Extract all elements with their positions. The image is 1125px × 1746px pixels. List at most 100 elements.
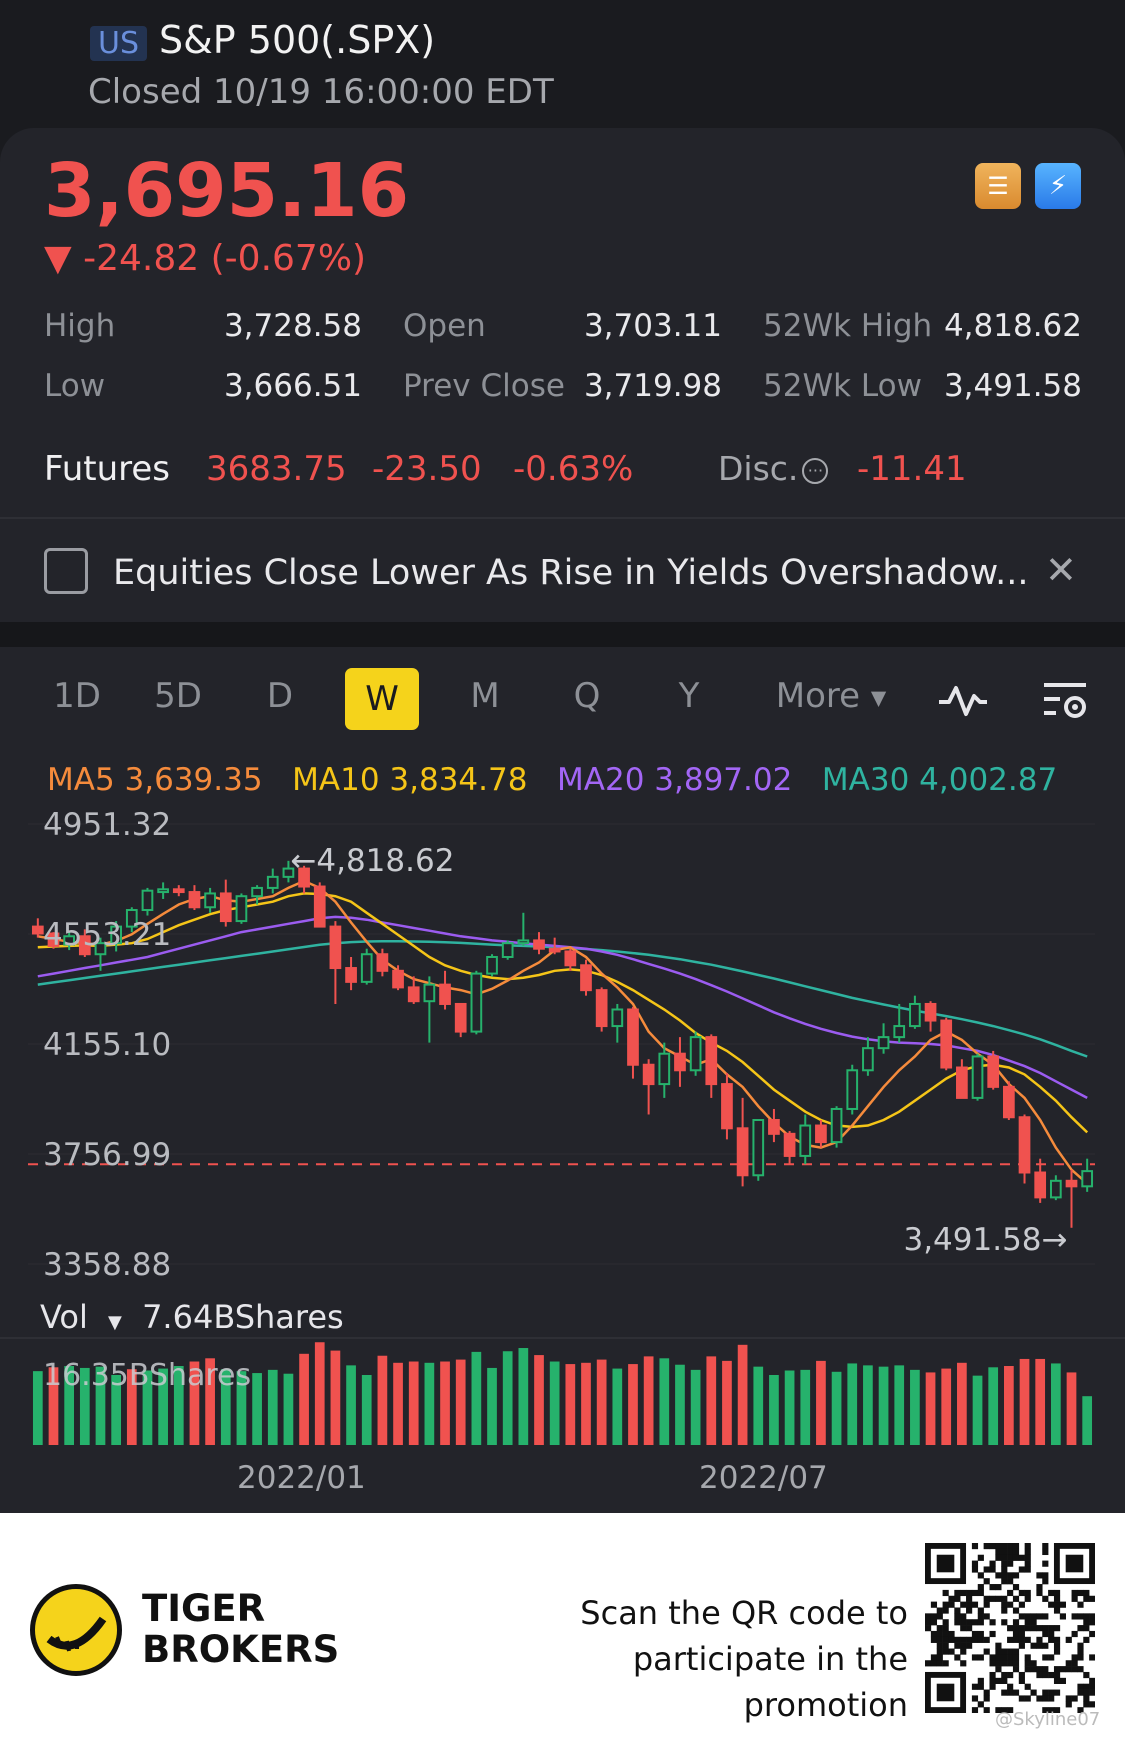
qr-module <box>1071 1654 1078 1661</box>
qr-module <box>1042 1595 1049 1602</box>
qr-module <box>1053 1601 1061 1608</box>
discount-label[interactable]: Disc. ··· <box>718 449 829 488</box>
discount-value: -11.41 <box>857 449 967 489</box>
volume-bar <box>236 1371 247 1445</box>
tab-m[interactable]: M <box>470 676 500 716</box>
qr-module <box>1030 1689 1037 1696</box>
qr-module <box>1001 1560 1008 1567</box>
qr-module <box>1042 1548 1049 1556</box>
price-change: ▼ -24.82 (-0.67%) <box>44 238 367 279</box>
qr-module <box>966 1642 973 1649</box>
tab-d[interactable]: D <box>266 676 294 716</box>
qr-code[interactable] <box>925 1543 1095 1713</box>
qr-module <box>1053 1636 1061 1643</box>
tab-y[interactable]: Y <box>678 676 700 716</box>
qr-module <box>1001 1566 1008 1573</box>
tab-w[interactable]: W <box>345 668 419 730</box>
qr-module <box>960 1619 967 1626</box>
tiger-icon <box>46 1616 107 1652</box>
volume-bar <box>158 1368 168 1445</box>
tab-more[interactable]: More ▼ <box>766 676 896 716</box>
tab-q[interactable]: Q <box>573 676 601 716</box>
qr-module <box>1053 1625 1061 1632</box>
qr-module <box>995 1648 1002 1655</box>
ma20-line <box>37 915 1088 1100</box>
candle-body <box>1049 1179 1062 1199</box>
volume-bar <box>142 1370 153 1445</box>
close-icon[interactable]: ✕ <box>1045 548 1077 592</box>
qr-module <box>989 1677 996 1684</box>
qr-module <box>948 1636 955 1643</box>
qr-module <box>1024 1666 1031 1673</box>
qr-module <box>1071 1595 1078 1602</box>
candle-body <box>219 892 232 923</box>
qr-module <box>995 1660 1002 1667</box>
qr-module <box>983 1601 990 1608</box>
y-tick-label: 4553.21 <box>43 917 171 953</box>
volume-bar <box>706 1356 717 1445</box>
qr-module <box>1024 1543 1031 1550</box>
y-tick-label: 3756.99 <box>43 1137 171 1173</box>
flash-icon[interactable]: ⚡ <box>1035 163 1081 209</box>
candle-body <box>548 947 561 953</box>
qr-module <box>1071 1613 1078 1620</box>
qr-module <box>960 1613 967 1620</box>
qr-module <box>960 1601 967 1608</box>
qr-module <box>1024 1595 1031 1602</box>
volume-bar <box>126 1369 137 1445</box>
qr-module <box>995 1543 1002 1550</box>
qr-module <box>1089 1595 1095 1602</box>
chevron-down-icon: ▼ <box>870 685 887 710</box>
qr-module <box>1048 1630 1055 1638</box>
qr-module <box>948 1630 955 1638</box>
tab-1d[interactable]: 1D <box>53 676 101 716</box>
volume-bar <box>816 1360 826 1445</box>
volume-bar <box>1050 1363 1061 1445</box>
info-icon[interactable]: ··· <box>802 457 829 484</box>
candle-body <box>31 925 44 935</box>
qr-module <box>1024 1589 1031 1597</box>
last-price: 3,695.16 <box>44 148 410 234</box>
x-tick-label: 2022/01 <box>237 1460 366 1496</box>
settings-icon[interactable] <box>1042 680 1090 722</box>
volume-bar <box>330 1350 341 1445</box>
volume-chart[interactable] <box>0 1340 1125 1450</box>
qr-module <box>977 1607 984 1614</box>
volume-bar <box>314 1342 325 1445</box>
qr-module <box>1024 1619 1031 1626</box>
qr-module <box>960 1660 967 1667</box>
volume-header[interactable]: Vol ▼ 7.64BShares <box>40 1298 344 1336</box>
qr-module <box>936 1630 943 1638</box>
price-chart[interactable]: 4951.32 4553.21 4155.10 3756.99 3358.88 ←4,81… <box>0 800 1125 1300</box>
qr-module <box>1089 1630 1095 1638</box>
news-headline[interactable]: Equities Close Lower As Rise in Yields O… <box>113 553 1029 593</box>
volume-bar <box>894 1365 905 1445</box>
qr-module <box>1083 1613 1090 1620</box>
brand-line1: TIGER <box>142 1587 266 1630</box>
qr-module <box>1083 1671 1090 1679</box>
qr-module <box>1030 1642 1037 1649</box>
more-label: More <box>775 676 861 716</box>
ma10-line <box>37 892 1089 1134</box>
qr-module <box>1024 1613 1031 1620</box>
qr-module <box>936 1660 943 1667</box>
qr-module <box>942 1625 949 1632</box>
page-title: US S&P 500(.SPX) <box>90 18 435 62</box>
qr-module <box>1083 1595 1090 1602</box>
qr-module <box>971 1654 979 1661</box>
book-icon[interactable]: ☰ <box>975 163 1021 209</box>
qr-module <box>983 1543 990 1550</box>
candle-body <box>736 1127 749 1177</box>
qr-module <box>1012 1660 1020 1667</box>
tab-5d[interactable]: 5D <box>154 676 202 716</box>
futures-price: 3683.75 <box>206 449 347 489</box>
qr-module <box>1071 1589 1078 1597</box>
qr-module <box>1007 1554 1014 1561</box>
qr-module <box>1077 1589 1084 1597</box>
qr-module <box>989 1566 996 1573</box>
qr-module <box>1042 1707 1049 1713</box>
qr-module <box>983 1595 990 1602</box>
qr-module <box>1001 1543 1008 1550</box>
indicator-icon[interactable] <box>937 682 989 718</box>
qr-module <box>1024 1660 1031 1667</box>
